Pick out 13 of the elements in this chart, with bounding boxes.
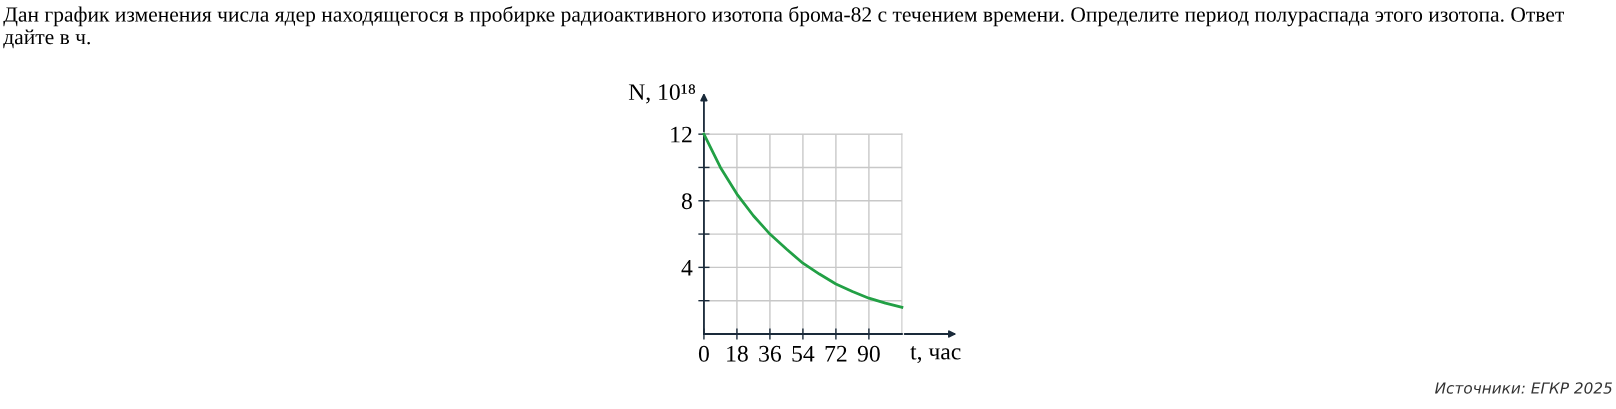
x-tick-label: 0 (698, 345, 709, 362)
x-tick-label: 72 (825, 345, 847, 362)
y-axis-title: N, 10¹⁸ (628, 84, 696, 104)
x-axis-title: t, час (910, 346, 961, 363)
x-tick-label: 54 (792, 345, 815, 362)
y-tick-label: 12 (671, 126, 692, 143)
x-tick-label: 90 (857, 345, 880, 362)
text: Источники: ЕГКР 2025 (1435, 382, 1612, 394)
chart-title: Дан график изменения числа ядер находящегося в пробирке радиоактивного изотопа брома-82 с течением времени. Определите период полураспада этого изотопа. Ответ дайте в ч. (3, 6, 1564, 49)
y-tick-label: 8 (681, 193, 692, 210)
y-tick-label: 4 (681, 260, 693, 276)
x-tick-label: 36 (759, 345, 782, 362)
x-tick-label: 18 (727, 345, 748, 362)
